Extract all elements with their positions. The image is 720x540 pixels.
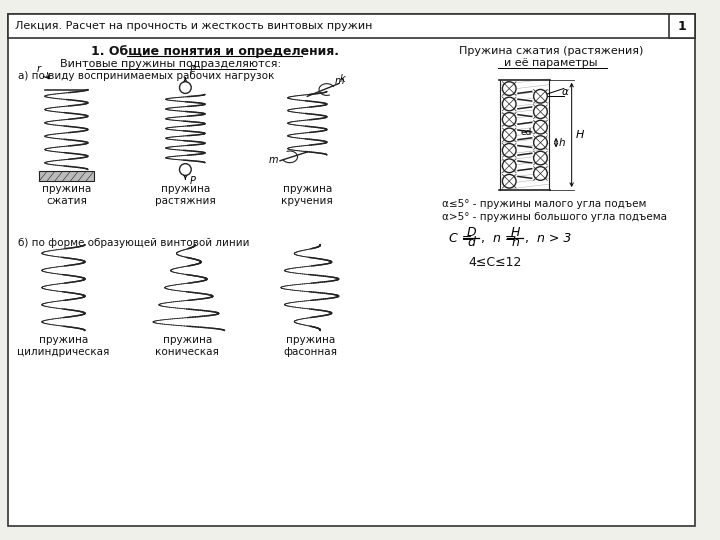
Circle shape xyxy=(503,113,516,126)
Circle shape xyxy=(534,167,547,180)
Circle shape xyxy=(534,136,547,150)
Bar xyxy=(8,15,695,38)
Text: пружина
фасонная: пружина фасонная xyxy=(283,335,337,357)
Text: C =: C = xyxy=(449,232,472,245)
Text: пружина
растяжния: пружина растяжния xyxy=(155,184,216,206)
Circle shape xyxy=(534,90,547,103)
Bar xyxy=(669,15,695,38)
Circle shape xyxy=(503,174,516,188)
Text: h: h xyxy=(559,138,566,147)
Circle shape xyxy=(534,120,547,134)
Text: H: H xyxy=(575,130,584,140)
Text: Винтовые пружины подразделяются:: Винтовые пружины подразделяются: xyxy=(60,59,282,69)
Text: α≤5° - пружины малого угла подъем: α≤5° - пружины малого угла подъем xyxy=(442,199,647,208)
Bar xyxy=(39,172,94,181)
Text: α: α xyxy=(562,87,569,97)
Text: и её параметры: и её параметры xyxy=(505,58,598,68)
Text: d: d xyxy=(467,236,475,249)
Circle shape xyxy=(503,82,516,96)
Text: 4≤C≤12: 4≤C≤12 xyxy=(468,256,521,269)
Circle shape xyxy=(503,128,516,141)
Text: б) по форме образующей винтовой линии: б) по форме образующей винтовой линии xyxy=(17,238,249,248)
Text: 1. Общие понятия и определения.: 1. Общие понятия и определения. xyxy=(91,45,338,58)
Text: пружина
кручения: пружина кручения xyxy=(282,184,333,206)
Text: Пружина сжатия (растяжения): Пружина сжатия (растяжения) xyxy=(459,46,644,57)
Text: ed: ed xyxy=(521,129,532,138)
Text: n =: n = xyxy=(492,232,515,245)
Text: H: H xyxy=(510,226,520,239)
Text: D: D xyxy=(467,226,476,239)
Text: ,: , xyxy=(525,232,529,245)
Text: n > 3: n > 3 xyxy=(536,232,571,245)
Text: 1: 1 xyxy=(678,19,686,32)
Text: Лекция. Расчет на прочность и жесткость винтовых пружин: Лекция. Расчет на прочность и жесткость … xyxy=(14,21,372,31)
Text: h: h xyxy=(511,236,519,249)
Circle shape xyxy=(534,151,547,165)
Text: m: m xyxy=(269,154,278,165)
Text: P: P xyxy=(189,65,195,75)
Text: пружина
коническая: пружина коническая xyxy=(156,335,220,357)
Circle shape xyxy=(503,159,516,173)
Text: k: k xyxy=(340,74,345,84)
Circle shape xyxy=(534,105,547,119)
Text: P: P xyxy=(189,176,195,186)
Circle shape xyxy=(179,164,192,176)
Text: r: r xyxy=(37,64,41,74)
Text: пружина
цилиндрическая: пружина цилиндрическая xyxy=(17,335,109,357)
Circle shape xyxy=(503,144,516,157)
Text: а) по виду воспринимаемых рабочих нагрузок: а) по виду воспринимаемых рабочих нагруз… xyxy=(17,71,274,81)
Circle shape xyxy=(179,82,192,93)
Text: пружина
сжатия: пружина сжатия xyxy=(42,184,91,206)
Text: α>5° - пружины большого угла подъема: α>5° - пружины большого угла подъема xyxy=(442,212,667,222)
Text: ,: , xyxy=(481,232,485,245)
Circle shape xyxy=(503,97,516,111)
Text: m: m xyxy=(335,76,344,86)
